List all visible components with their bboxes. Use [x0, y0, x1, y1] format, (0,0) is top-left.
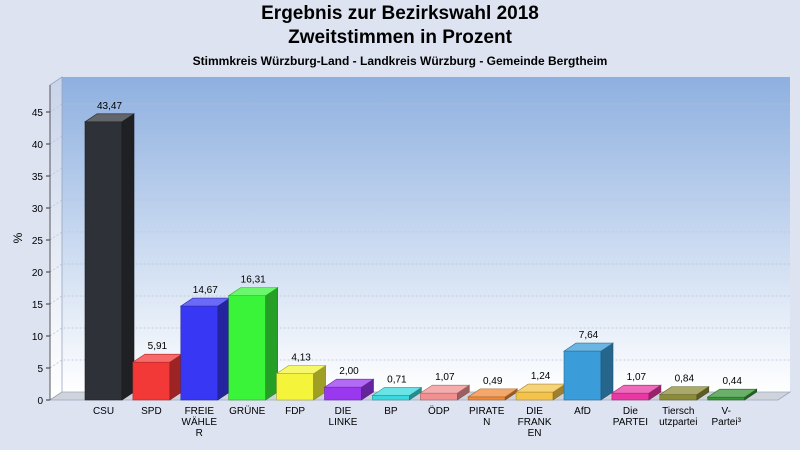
plot-back-wall — [62, 77, 790, 392]
data-label: 43,47 — [97, 101, 122, 112]
grid-line — [49, 231, 790, 241]
x-tick-label: V-Partei³ — [711, 406, 741, 428]
grid-line — [49, 103, 790, 113]
chart-title: Ergebnis zur Bezirkswahl 2018 — [261, 3, 539, 24]
x-tick-label: SPD — [141, 406, 162, 417]
bar — [323, 378, 375, 401]
x-tick-label: Die PARTEI — [613, 406, 648, 428]
x-tick-label: PIRATE N — [469, 406, 505, 428]
y-tick-label: 40 — [32, 140, 44, 151]
grid-line — [49, 359, 790, 369]
data-label: 7,64 — [579, 330, 599, 341]
x-tick-label: Tiersch utzpartei — [659, 406, 697, 428]
x-tick-label: FDP — [285, 406, 305, 417]
bar — [179, 297, 231, 401]
bar — [706, 388, 758, 401]
bar — [84, 113, 135, 401]
grid-line — [49, 327, 790, 337]
data-label: 14,67 — [193, 285, 218, 296]
bar — [419, 384, 471, 401]
bar — [515, 383, 567, 401]
data-label: 1,07 — [435, 372, 455, 383]
y-axis-label: % — [11, 232, 25, 243]
grid-line — [49, 199, 790, 209]
data-label: 0,49 — [483, 376, 503, 387]
x-tick-label: AfD — [574, 406, 591, 417]
data-label: 1,07 — [627, 372, 647, 383]
y-tick-label: 45 — [32, 108, 44, 119]
data-label: 2,00 — [339, 366, 359, 377]
data-label: 0,44 — [722, 376, 742, 387]
x-tick-label: BP — [384, 406, 398, 417]
data-label: 0,84 — [675, 374, 695, 385]
x-tick-label: FREIE WÄHLE R — [182, 406, 218, 439]
data-label: 1,24 — [531, 371, 551, 382]
chart-title-line2: Zweitstimmen in Prozent — [288, 27, 512, 48]
y-tick-label: 20 — [32, 268, 44, 279]
x-tick-label: CSU — [93, 406, 114, 417]
bar — [563, 342, 614, 401]
data-label: 0,71 — [387, 374, 407, 385]
y-tick-label: 10 — [32, 332, 44, 343]
x-tick-label: DIE LINKE — [329, 406, 358, 428]
data-label: 5,91 — [148, 341, 168, 352]
data-label: 4,13 — [291, 353, 311, 364]
plot-left-wall — [49, 76, 63, 401]
bar — [658, 386, 710, 401]
grid-line — [49, 263, 790, 273]
bar — [610, 384, 662, 401]
y-tick-label: 5 — [37, 364, 43, 375]
bar — [467, 388, 519, 401]
bar — [131, 353, 183, 401]
y-tick-label: 15 — [32, 300, 44, 311]
y-tick-label: 25 — [32, 236, 44, 247]
y-tick-label: 0 — [37, 396, 43, 407]
grid-line — [49, 295, 790, 305]
grid-line — [49, 167, 790, 177]
x-tick-label: ÖDP — [428, 405, 450, 417]
x-tick-label: GRÜNE — [229, 405, 265, 417]
bar — [371, 386, 423, 401]
y-tick-label: 30 — [32, 204, 44, 215]
data-label: 16,31 — [241, 275, 266, 286]
chart-subtitle: Stimmkreis Würzburg-Land - Landkreis Wür… — [192, 54, 608, 68]
grid-line — [49, 135, 790, 145]
x-tick-label: DIE FRANK EN — [518, 406, 552, 439]
bar — [227, 287, 279, 401]
y-tick-label: 35 — [32, 172, 44, 183]
bar — [275, 365, 327, 401]
